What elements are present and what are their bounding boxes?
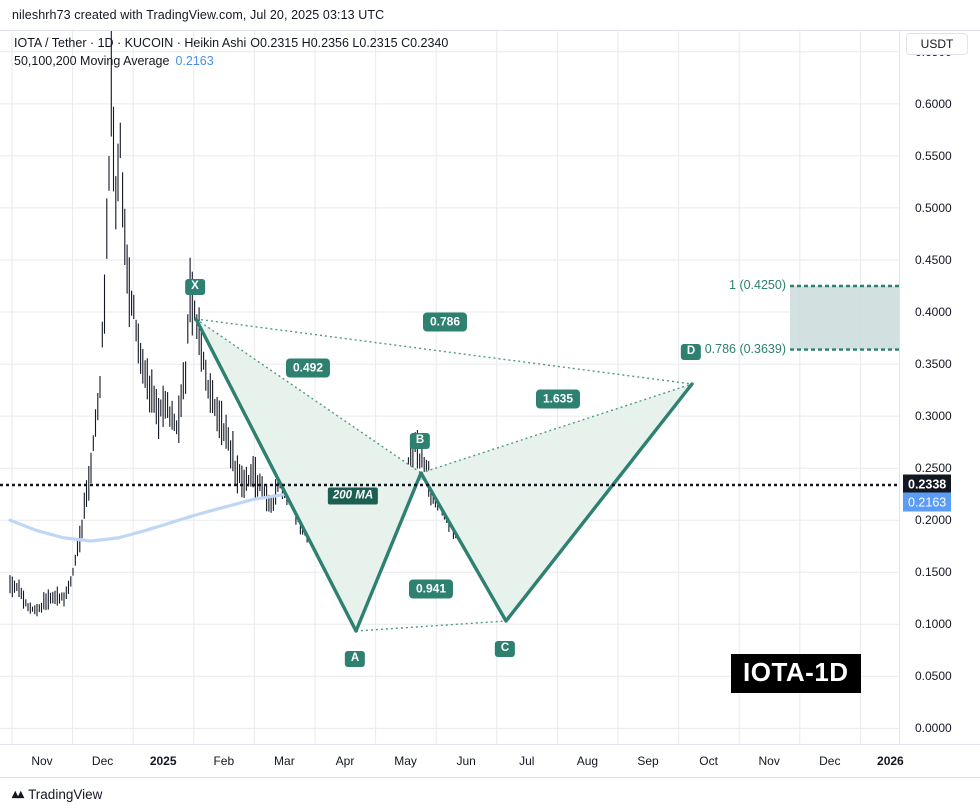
- tradingview-wordmark: TradingView: [28, 786, 103, 802]
- fib-label-0941: 0.941: [408, 579, 454, 599]
- time-tick: Aug: [576, 754, 599, 768]
- chart-frame: IOTA / Tether · 1D · KUCOIN · Heikin Ash…: [0, 30, 980, 745]
- time-scale[interactable]: Nov Dec 2025 Feb Mar Apr May Jun Jul Aug Sep Oct Nov…: [0, 745, 980, 778]
- price-tick: 0.6000: [915, 96, 952, 111]
- pattern-point-c: C: [494, 641, 516, 657]
- price-tick: 0.1500: [915, 565, 952, 580]
- pattern-point-d: D: [680, 344, 702, 360]
- price-tick: 0.3000: [915, 409, 952, 424]
- chart-svg: [0, 31, 899, 744]
- price-tick: 0.4500: [915, 253, 952, 267]
- pattern-shading: [196, 319, 692, 631]
- fib-label-0492: 0.492: [285, 358, 331, 378]
- time-tick: Mar: [274, 754, 295, 768]
- chart-plot-area[interactable]: [0, 31, 900, 744]
- ma-price-badge[interactable]: 0.2163: [903, 492, 952, 512]
- price-scale[interactable]: 0.65000.60000.55000.50000.45000.40000.35…: [901, 31, 980, 744]
- tradingview-logo-icon: ▴▴: [12, 786, 24, 801]
- time-tick: Nov: [31, 754, 53, 768]
- price-tick: 0.5500: [915, 148, 952, 163]
- target-zone-upper-label: 1 (0.4250): [729, 278, 786, 292]
- ma-marker-label: 200 MA: [327, 487, 379, 505]
- grid-lines: [0, 31, 899, 744]
- chart-watermark: IOTA-1D: [731, 654, 861, 693]
- fib-label-0786: 0.786: [422, 312, 468, 332]
- pattern-guides: [195, 318, 693, 632]
- price-tick: 0.0500: [915, 669, 952, 684]
- attribution-text: nileshrh73 created with TradingView.com,…: [12, 8, 385, 22]
- target-zone: [790, 284, 899, 351]
- price-tick: 0.4000: [915, 305, 952, 319]
- price-tick: 0.1000: [915, 617, 952, 632]
- time-tick: Dec: [91, 754, 114, 768]
- fib-label-1635: 1.635: [535, 389, 581, 409]
- pattern-point-a: A: [344, 651, 366, 667]
- time-tick: May: [394, 754, 417, 768]
- time-tick: Nov: [758, 754, 780, 768]
- time-tick: Oct: [699, 754, 718, 768]
- pattern-legs: [194, 317, 694, 633]
- time-tick: Feb: [213, 754, 235, 768]
- target-zone-lower-label: 0.786 (0.3639): [704, 341, 786, 356]
- time-tick: Jun: [456, 754, 476, 768]
- time-tick: Sep: [637, 754, 659, 768]
- price-tick: 0.3500: [915, 357, 952, 372]
- time-tick: 2026: [877, 754, 904, 768]
- tradingview-branding: ▴▴ TradingView: [12, 786, 102, 802]
- time-tick: Apr: [335, 754, 355, 768]
- pattern-point-x: X: [185, 279, 205, 295]
- time-tick: 2025: [149, 754, 177, 768]
- last-price-badge[interactable]: 0.2338: [903, 474, 952, 494]
- pattern-point-b: B: [409, 433, 431, 449]
- currency-badge[interactable]: USDT: [906, 33, 968, 55]
- price-tick: 0.5000: [915, 200, 952, 215]
- price-tick: 0.0000: [915, 721, 952, 736]
- price-tick: 0.2500: [915, 461, 952, 476]
- time-tick: Jul: [519, 754, 535, 768]
- price-tick: 0.2000: [915, 513, 952, 528]
- time-tick: Dec: [819, 754, 841, 768]
